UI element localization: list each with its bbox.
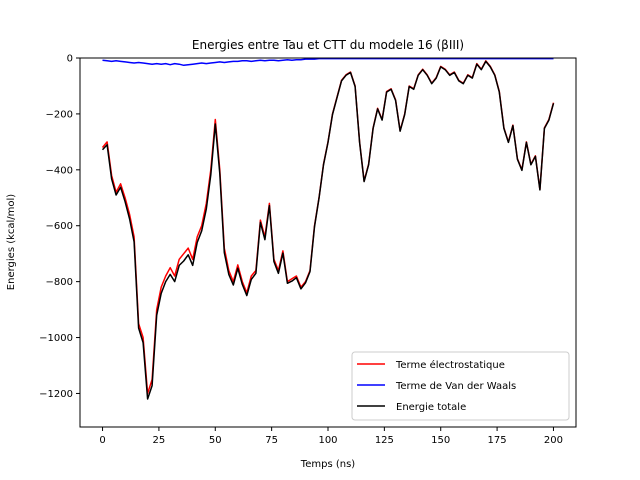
legend-label: Energie totale	[396, 402, 466, 413]
series-line-terme-electrostatique	[101, 60, 555, 395]
chart-title: Energies entre Tau et CTT du modele 16 (…	[192, 38, 464, 52]
legend-label: Terme électrostatique	[395, 359, 505, 371]
x-tick-label: 150	[431, 435, 450, 446]
x-tick-label: 75	[265, 435, 278, 446]
y-axis-ticks: 0 −200 −400 −600 −800 −1000 −1200	[39, 54, 80, 400]
series-line-terme-de-van-der-waals	[102, 58, 554, 67]
legend-label: Terme de Van der Waals	[395, 381, 516, 392]
y-tick-label: −1000	[39, 333, 73, 344]
x-tick-label: 100	[318, 435, 337, 446]
y-tick-label: 0	[67, 54, 73, 65]
legend-box	[351, 351, 570, 421]
x-tick-label: 50	[209, 435, 222, 446]
y-tick-label: −600	[46, 221, 73, 232]
plot-lines	[101, 58, 555, 400]
y-axis-label: Energies (kcal/mol)	[6, 194, 17, 291]
x-tick-label: 0	[99, 435, 105, 446]
legend: Terme électrostatique Terme de Van der Wa…	[351, 351, 570, 421]
y-tick-label: −1200	[39, 389, 73, 400]
x-tick-label: 200	[544, 435, 563, 446]
x-tick-label: 25	[153, 435, 166, 446]
x-tick-label: 125	[375, 435, 394, 446]
y-tick-label: −200	[46, 109, 73, 120]
x-axis-ticks: 0 25 50 75 100 125 150 175 200	[99, 427, 563, 446]
y-tick-label: −800	[46, 277, 73, 288]
y-tick-label: −400	[46, 165, 73, 176]
x-tick-label: 175	[488, 435, 507, 446]
x-axis-label: Temps (ns)	[300, 459, 355, 470]
series-line-energie-totale	[101, 60, 555, 400]
